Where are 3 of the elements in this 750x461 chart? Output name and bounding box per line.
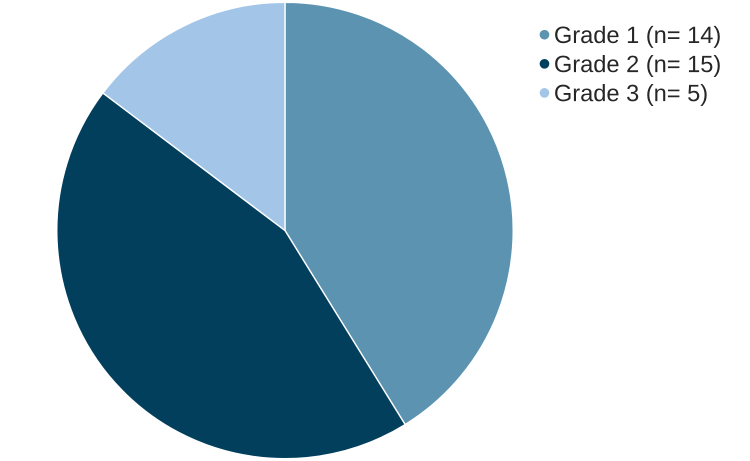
legend-label: Grade 2 (n= 15) — [555, 54, 720, 77]
legend-label: Grade 3 (n= 5) — [555, 84, 707, 106]
legend-label: Grade 1 (n= 14) — [555, 26, 720, 48]
